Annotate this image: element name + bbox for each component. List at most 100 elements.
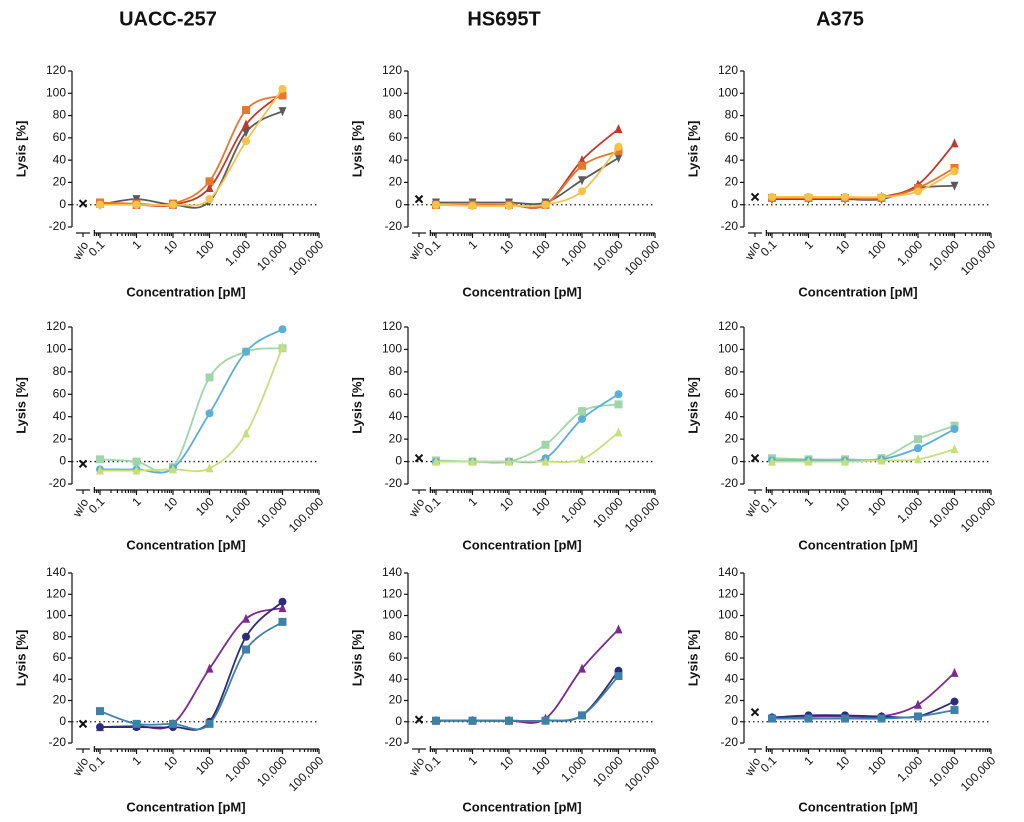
marker (950, 167, 959, 176)
y-tick-label: 140 (46, 565, 66, 579)
x-tick-label: 100,000 (958, 237, 999, 278)
y-tick-label: 120 (718, 63, 738, 77)
marker (578, 407, 586, 416)
y-axis-label: Lysis [%] (685, 377, 700, 434)
x-tick-label: 0.1 (86, 753, 108, 775)
y-tick-label: 40 (725, 152, 739, 166)
x-tick-label: 0.1 (758, 237, 780, 259)
marker (242, 347, 250, 356)
fit-line (772, 448, 955, 463)
y-tick-label: 100 (46, 608, 66, 622)
y-tick-label: -20 (721, 219, 739, 233)
y-tick-label: 60 (725, 386, 739, 400)
y-tick-label: 0 (395, 454, 402, 468)
x-tick-label: 100,000 (622, 237, 663, 278)
x-tick-label: 10 (497, 753, 517, 773)
y-tick-label: 80 (389, 108, 403, 122)
control-marker (78, 459, 88, 469)
control-marker (78, 719, 88, 729)
y-tick-label: 80 (389, 364, 403, 378)
marker (205, 463, 214, 473)
x-tick-label: 100 (193, 753, 217, 777)
y-tick-label: 80 (725, 108, 739, 122)
x-tick-label: 1 (129, 494, 144, 509)
marker (432, 456, 440, 466)
x-tick-label: 1,000 (222, 237, 253, 268)
marker (768, 714, 776, 723)
control-marker (414, 453, 424, 463)
column-title: HS695T (467, 8, 540, 30)
y-tick-label: 120 (382, 63, 402, 77)
marker (205, 373, 214, 382)
marker (768, 456, 776, 466)
marker (242, 106, 250, 114)
y-tick-label: -20 (721, 476, 739, 490)
x-tick-label: 100,000 (958, 753, 999, 794)
x-tick-label: 0.1 (422, 753, 444, 775)
x-tick-label: 100 (865, 494, 889, 518)
control-marker (78, 199, 88, 208)
y-tick-label: 0 (395, 197, 402, 211)
x-axis-label: Concentration [pM] (126, 284, 245, 299)
y-tick-label: 140 (382, 565, 402, 579)
x-tick-label: 100 (193, 237, 217, 261)
x-tick-label: 0.1 (422, 494, 444, 516)
marker (205, 177, 214, 186)
fit-line (100, 601, 284, 731)
marker (877, 714, 886, 723)
marker (505, 201, 513, 210)
marker (132, 457, 141, 466)
marker (841, 714, 849, 723)
y-tick-label: -20 (49, 476, 67, 490)
y-tick-label: 120 (46, 63, 66, 77)
y-tick-label: 100 (718, 342, 738, 356)
marker (242, 645, 250, 654)
fit-line (99, 607, 283, 730)
x-tick-label: 1,000 (894, 494, 925, 525)
fit-line (100, 88, 284, 207)
y-axis-label: Lysis [%] (349, 630, 364, 687)
marker (242, 119, 250, 129)
marker (614, 390, 623, 399)
marker (914, 187, 922, 196)
y-tick-label: 0 (395, 714, 402, 728)
marker (205, 719, 214, 728)
y-tick-label: 20 (53, 175, 67, 189)
x-tick-label: 100,000 (622, 494, 663, 535)
y-tick-label: 20 (725, 431, 739, 445)
x-tick-label: 100,000 (286, 237, 327, 278)
y-tick-label: -20 (49, 735, 67, 749)
y-axis-label: Lysis [%] (13, 121, 28, 178)
fit-line (99, 346, 284, 473)
x-tick-label: 1,000 (222, 753, 253, 784)
y-tick-label: 0 (731, 714, 738, 728)
marker (169, 200, 177, 209)
marker (505, 456, 513, 466)
y-tick-label: 60 (725, 650, 739, 664)
y-tick-label: 80 (53, 364, 67, 378)
fit-line (771, 672, 956, 719)
marker (169, 464, 177, 474)
x-axis-label: Concentration [pM] (462, 799, 581, 814)
y-axis-label: Lysis [%] (685, 121, 700, 178)
marker (914, 444, 922, 453)
marker (804, 456, 813, 466)
y-tick-label: 20 (725, 175, 739, 189)
x-axis-label: Concentration [pM] (126, 537, 245, 552)
fit-line (772, 142, 956, 200)
fit-line (99, 94, 283, 207)
marker (877, 192, 886, 201)
marker (614, 672, 623, 681)
marker (278, 617, 287, 626)
x-tick-label: 1 (129, 753, 144, 768)
fit-line (436, 393, 620, 464)
x-tick-label: 10 (161, 237, 181, 257)
marker (914, 712, 922, 721)
marker (242, 137, 250, 146)
fit-line (436, 670, 620, 722)
marker (278, 91, 287, 100)
